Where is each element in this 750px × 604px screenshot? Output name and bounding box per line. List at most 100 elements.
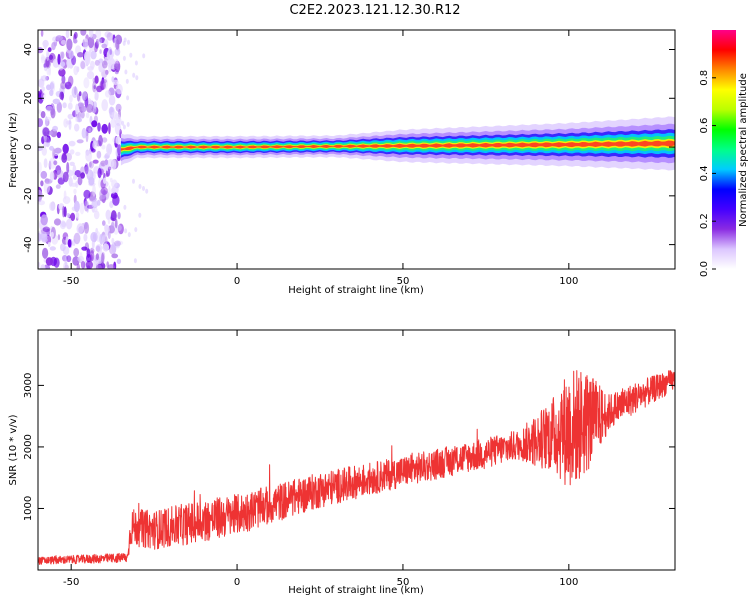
noise-speckle	[126, 95, 130, 101]
noise-speckle	[38, 118, 43, 128]
noise-speckle	[115, 116, 122, 127]
noise-speckle	[79, 252, 83, 262]
noise-speckle	[59, 220, 67, 230]
noise-speckle	[126, 122, 130, 127]
noise-speckle	[40, 54, 45, 64]
noise-speckle	[101, 43, 107, 49]
noise-speckle	[81, 91, 88, 101]
noise-speckle	[107, 264, 115, 269]
x-tick-label: -50	[63, 577, 79, 588]
noise-speckle	[92, 184, 96, 197]
noise-speckle	[114, 122, 122, 135]
noise-speckle	[43, 158, 48, 169]
noise-speckle	[42, 226, 51, 233]
noise-speckle	[54, 147, 62, 154]
noise-speckle	[125, 78, 129, 84]
noise-speckle	[95, 30, 102, 39]
noise-speckle	[67, 113, 74, 120]
noise-speckle	[94, 59, 100, 66]
noise-speckle	[96, 199, 101, 206]
noise-speckle	[71, 86, 79, 98]
noise-speckle	[108, 122, 111, 135]
noise-speckle	[99, 188, 107, 200]
noise-speckle	[110, 192, 118, 199]
noise-speckle	[52, 125, 58, 132]
noise-speckle	[49, 171, 55, 181]
noise-speckle	[73, 188, 77, 195]
colorbar-tick-label: 0.4	[699, 165, 710, 181]
noise-speckle	[60, 61, 66, 67]
noise-speckle	[99, 37, 105, 44]
noise-speckle	[138, 212, 142, 218]
noise-speckle	[111, 111, 118, 119]
x-tick-label: 0	[234, 276, 240, 287]
noise-speckle	[61, 221, 67, 228]
y-tick-label: 1000	[23, 496, 34, 521]
noise-speckle	[40, 264, 46, 269]
noise-speckle	[85, 112, 90, 119]
noise-speckle	[116, 155, 122, 162]
noise-speckle	[127, 232, 131, 238]
noise-speckle	[66, 162, 70, 174]
colorbar-tick-label: 0.0	[699, 261, 710, 277]
noise-speckle	[68, 140, 76, 147]
noise-speckle	[75, 111, 78, 123]
noise-speckle	[129, 52, 133, 58]
noise-speckle	[38, 261, 41, 269]
noise-speckle	[76, 223, 85, 235]
noise-speckle	[134, 227, 138, 233]
noise-speckle	[40, 180, 44, 187]
noise-speckle	[48, 54, 54, 60]
noise-speckle	[81, 127, 87, 139]
noise-speckle	[82, 39, 85, 47]
noise-speckle	[75, 212, 80, 219]
noise-speckle	[49, 246, 56, 251]
noise-speckle	[49, 89, 54, 97]
noise-speckle	[40, 111, 46, 119]
colorbar-ticks: 0.0 0.2 0.4 0.6 0.8	[699, 70, 716, 277]
noise-speckle	[76, 139, 84, 144]
noise-speckle	[92, 140, 98, 149]
noise-speckle	[77, 102, 85, 108]
noise-speckle	[73, 39, 78, 44]
noise-speckle	[113, 227, 119, 235]
noise-speckle	[102, 220, 106, 226]
noise-speckle	[48, 160, 52, 170]
noise-speckle	[56, 101, 62, 113]
noise-speckle	[77, 176, 83, 186]
noise-speckle	[66, 38, 73, 51]
noise-speckle	[40, 170, 48, 179]
noise-speckle	[117, 223, 124, 235]
noise-speckle	[80, 172, 85, 179]
noise-speckle	[101, 137, 108, 143]
noise-speckle	[50, 108, 56, 119]
snr-y-ticks: 1000 2000 3000	[23, 373, 675, 521]
y-tick-label: -40	[23, 236, 34, 252]
noise-speckle	[91, 120, 98, 128]
noise-speckle	[57, 234, 61, 241]
noise-speckle	[73, 200, 80, 213]
noise-speckle	[110, 187, 116, 194]
noise-speckle	[53, 160, 58, 166]
noise-speckle	[38, 142, 41, 147]
noise-speckle	[69, 94, 73, 103]
noise-speckle	[81, 105, 87, 113]
noise-speckle	[61, 153, 68, 163]
noise-speckle	[76, 117, 83, 123]
noise-speckle	[79, 202, 85, 215]
noise-speckle	[111, 179, 118, 189]
noise-speckle	[115, 39, 120, 50]
noise-speckle	[41, 237, 48, 243]
noise-speckle	[73, 247, 80, 257]
noise-speckle	[98, 134, 103, 147]
noise-speckle	[80, 61, 86, 70]
noise-speckle	[84, 163, 89, 175]
noise-speckle	[47, 241, 51, 248]
noise-speckle	[93, 101, 97, 109]
noise-speckle	[57, 177, 65, 185]
noise-speckle	[95, 244, 103, 252]
noise-speckle	[68, 50, 74, 60]
noise-speckle	[62, 143, 69, 154]
noise-speckle	[61, 75, 66, 84]
noise-speckle	[105, 69, 109, 75]
